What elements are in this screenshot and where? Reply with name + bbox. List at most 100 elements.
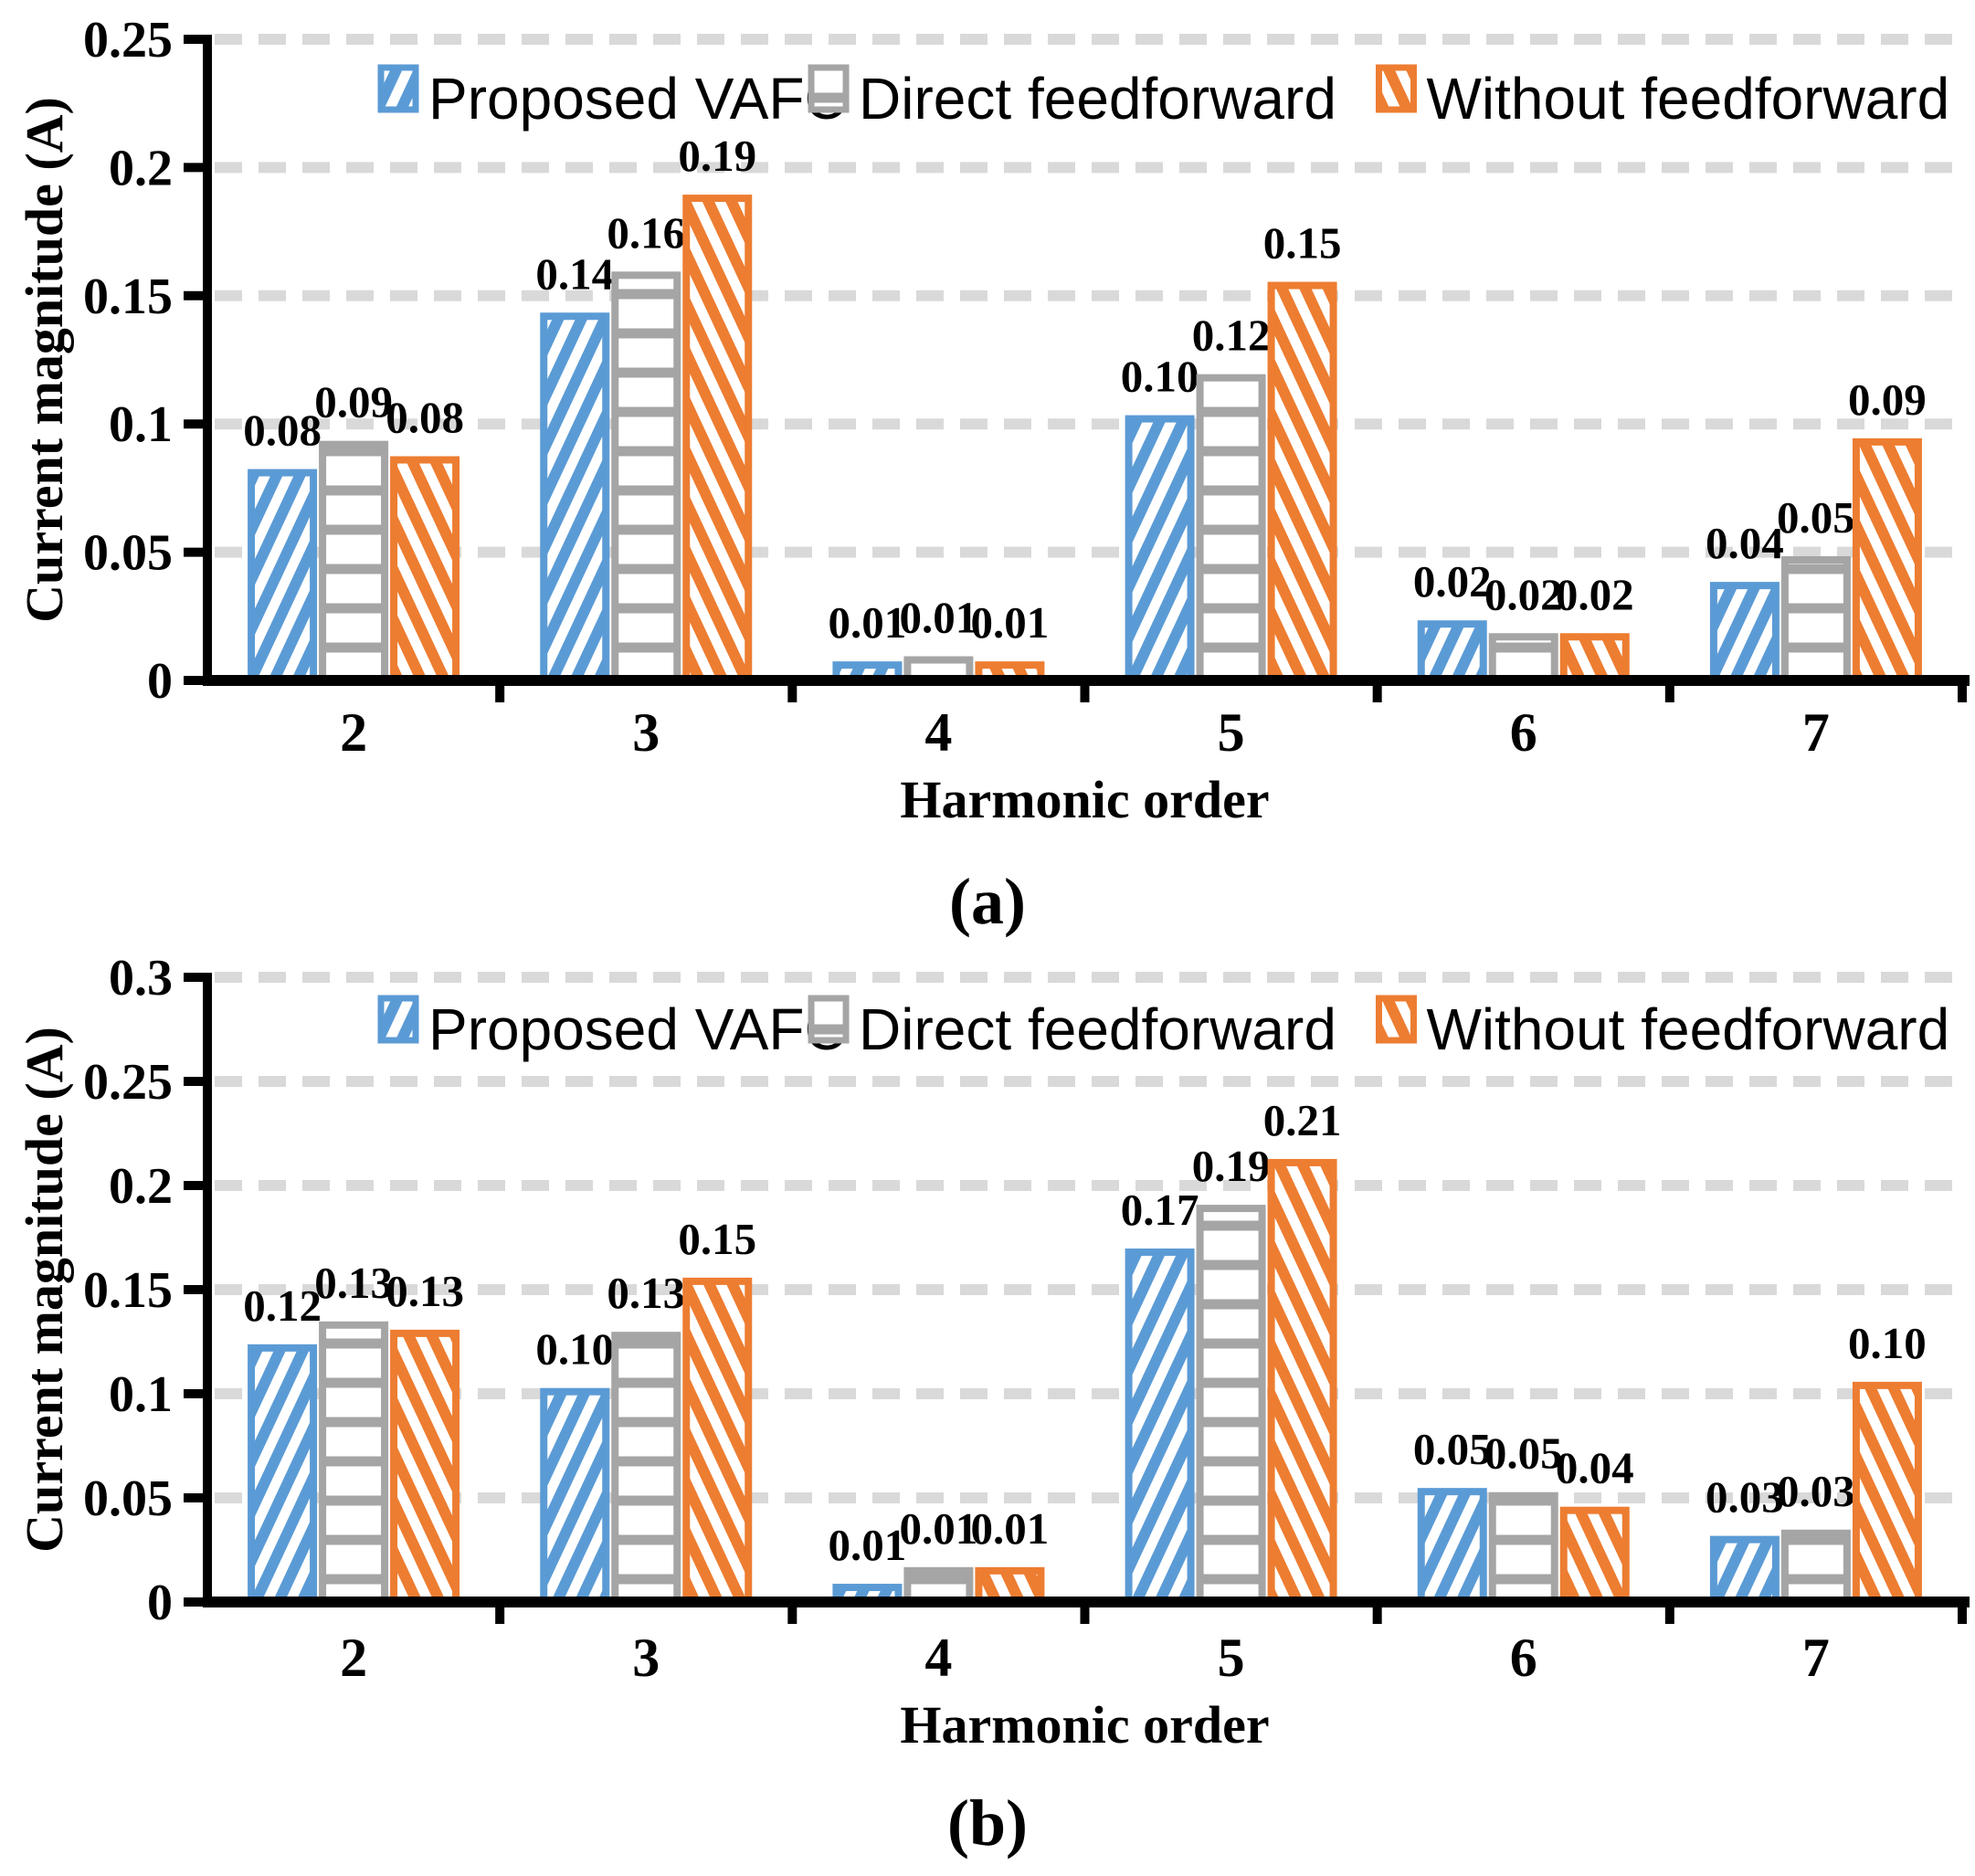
y-tick-label: 0.2: [109, 1158, 173, 1215]
data-label: 0.02: [1484, 569, 1563, 619]
legend-swatch-diagonal-up-icon: [377, 64, 419, 113]
data-label: 0.02: [1556, 569, 1634, 619]
y-tick-label: 0.25: [83, 1054, 173, 1111]
x-axis-title: Harmonic order: [900, 770, 1269, 829]
bar: [1267, 281, 1337, 684]
bar: [611, 271, 681, 684]
y-tick-label: 0.3: [109, 950, 173, 1007]
x-tick-label: 2: [340, 1628, 367, 1688]
data-label: 0.01: [829, 597, 907, 648]
legend-swatch-diagonal-down-icon: [1375, 64, 1417, 113]
x-tick-label: 6: [1510, 1628, 1537, 1688]
data-label: 0.01: [971, 1503, 1050, 1554]
data-label: 0.01: [900, 593, 978, 643]
bar: [1417, 1488, 1487, 1606]
x-tick-label: 5: [1218, 1628, 1245, 1688]
bar: [1780, 556, 1851, 684]
x-axis-title: Harmonic order: [900, 1695, 1269, 1755]
data-label: 0.01: [900, 1503, 978, 1554]
data-label: 0.12: [1192, 311, 1271, 361]
x-tick-label: 6: [1510, 702, 1537, 763]
x-tick-label: 3: [632, 702, 660, 763]
data-label: 0.10: [1848, 1318, 1927, 1368]
x-tick-label: 2: [340, 702, 367, 763]
bar: [1267, 1158, 1337, 1606]
data-label: 0.13: [607, 1268, 685, 1318]
bar: [540, 312, 610, 684]
bar: [1780, 1529, 1851, 1607]
bar: [1559, 633, 1630, 684]
data-label: 0.05: [1484, 1428, 1563, 1479]
data-label: 0.13: [385, 1266, 464, 1316]
bar: [1488, 1491, 1558, 1606]
legend-label: Proposed VAFC: [428, 996, 847, 1062]
data-label: 0.15: [678, 1214, 756, 1264]
bar: [1196, 374, 1266, 684]
y-tick-label: 0.25: [83, 12, 173, 69]
legend-label: Direct feedforward: [859, 66, 1336, 132]
data-label: 0.08: [243, 406, 322, 456]
y-tick-label: 0.1: [109, 1366, 173, 1423]
chart-caption: (b): [947, 1786, 1028, 1860]
data-label: 0.10: [535, 1324, 614, 1375]
data-label: 0.19: [678, 131, 756, 181]
bar: [1417, 620, 1487, 684]
bar: [319, 1321, 389, 1606]
data-label: 0.05: [1413, 1424, 1492, 1474]
data-label: 0.03: [1777, 1466, 1855, 1516]
bar: [1709, 582, 1780, 685]
legend-swatch-horizontal-icon: [808, 995, 850, 1044]
bar: [390, 456, 460, 684]
y-tick-label: 0.1: [109, 396, 173, 453]
y-tick-label: 0.05: [83, 1470, 173, 1527]
bar: [1125, 415, 1195, 684]
data-label: 0.08: [385, 393, 464, 443]
y-tick-label: 0.15: [83, 269, 173, 325]
y-tick-label: 0.2: [109, 140, 173, 196]
legend-item: Direct feedforward: [808, 995, 1336, 1062]
bar: [1559, 1506, 1630, 1606]
bar: [1852, 437, 1922, 684]
legend-item: Proposed VAFC: [377, 64, 847, 132]
bar: [611, 1332, 681, 1606]
legend-label: Proposed VAFC: [428, 66, 847, 132]
bar: [540, 1387, 610, 1606]
data-label: 0.03: [1706, 1472, 1784, 1523]
legend-item: Without feedforward: [1375, 995, 1949, 1062]
bar: [682, 1277, 753, 1606]
chart-b: 0 0.05 0.1 0.15 0.2 0.25 0.3 Proposed VAFC Direc…: [15, 950, 1970, 1860]
bar: [682, 195, 753, 684]
y-tick-label: 0: [147, 1575, 173, 1631]
bar: [390, 1329, 460, 1606]
x-tick-label: 4: [924, 702, 952, 763]
legend-swatch-horizontal-icon: [808, 64, 850, 113]
y-tick-label: 0.05: [83, 525, 173, 582]
bar: [1488, 633, 1558, 684]
legend-label: Direct feedforward: [859, 996, 1336, 1062]
data-label: 0.13: [314, 1258, 393, 1308]
data-label: 0.05: [1777, 492, 1855, 543]
y-axis-title: Current magnitude (A): [15, 97, 74, 623]
bar: [319, 440, 389, 684]
legend-label: Without feedforward: [1426, 66, 1949, 132]
data-label: 0.12: [243, 1281, 322, 1331]
legend-item: Direct feedforward: [808, 64, 1336, 132]
chart-caption: (a): [949, 865, 1026, 938]
data-label: 0.16: [607, 207, 685, 258]
chart-a: 0 0.05 0.1 0.15 0.2 0.25 Proposed VAFC Direct f…: [15, 12, 1970, 938]
x-tick-label: 7: [1802, 702, 1830, 763]
x-tick-label: 3: [632, 1628, 660, 1688]
bar: [1196, 1205, 1266, 1606]
data-label: 0.04: [1556, 1443, 1634, 1493]
data-label: 0.19: [1192, 1141, 1271, 1191]
legend-item: Without feedforward: [1375, 64, 1949, 132]
bar: [248, 1344, 318, 1606]
data-label: 0.04: [1706, 518, 1784, 568]
data-label: 0.21: [1263, 1095, 1342, 1145]
legend-swatch-diagonal-up-icon: [377, 995, 419, 1044]
x-tick-label: 7: [1802, 1628, 1830, 1688]
x-tick-label: 4: [924, 1628, 952, 1688]
bar: [1709, 1535, 1780, 1606]
y-tick-label: 0: [147, 653, 173, 710]
